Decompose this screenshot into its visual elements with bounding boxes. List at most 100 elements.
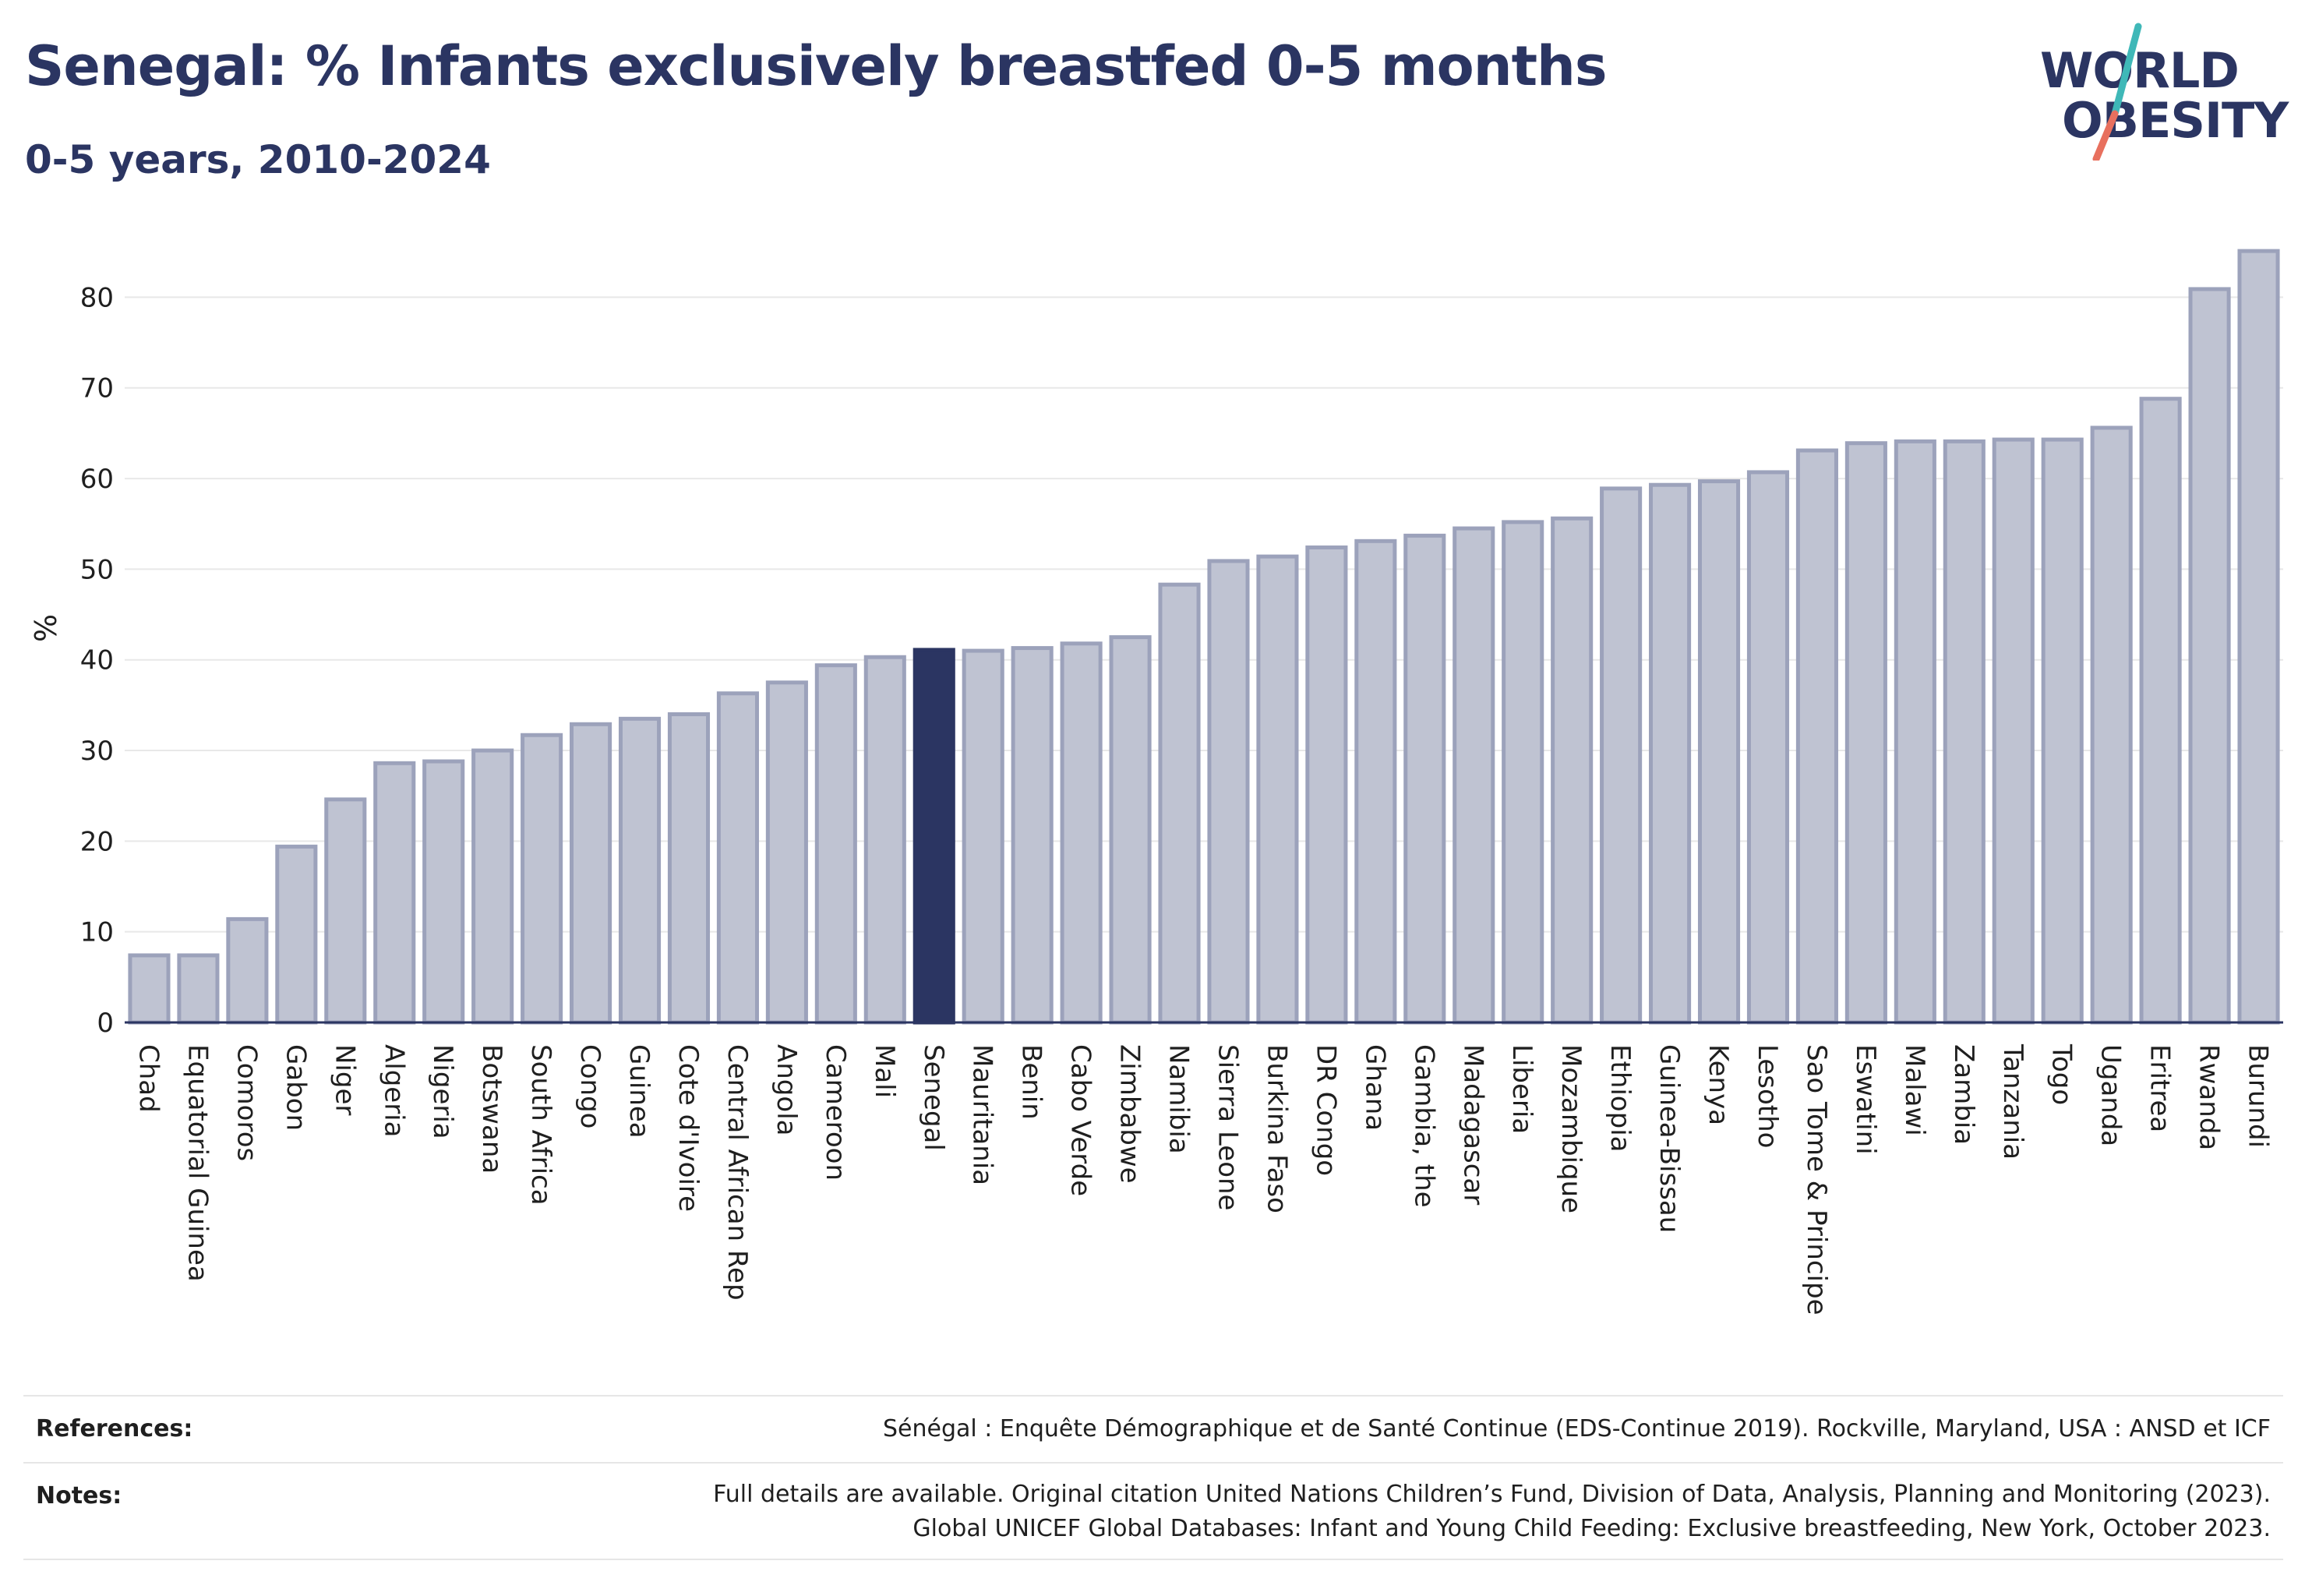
- x-category-label: Togo: [2046, 1043, 2077, 1105]
- bar: [1551, 516, 1594, 1025]
- y-tick-label: 30: [80, 736, 114, 767]
- bar: [716, 691, 759, 1025]
- notes-line-1: Full details are available. Original cit…: [713, 1481, 2271, 1508]
- x-category-label: Chad: [132, 1044, 164, 1113]
- bar: [2139, 397, 2182, 1025]
- bar: [814, 663, 857, 1025]
- bar: [570, 722, 612, 1025]
- bar: [1992, 437, 2035, 1025]
- notes-line-2: Global UNICEF Global Databases: Infant a…: [912, 1515, 2271, 1542]
- y-tick-label: 10: [80, 917, 114, 948]
- bar: [2090, 425, 2133, 1025]
- bar: [1305, 545, 1348, 1025]
- bar: [1746, 470, 1790, 1025]
- bar: [1943, 439, 1986, 1025]
- bar: [765, 680, 808, 1025]
- x-category-label: Tanzania: [1997, 1043, 2028, 1160]
- bar: [1011, 646, 1054, 1025]
- x-category-label: Ghana: [1359, 1044, 1390, 1131]
- bar: [1795, 448, 1838, 1025]
- bar: [471, 748, 514, 1025]
- logo-slash-icon: [2092, 23, 2142, 161]
- x-category-label: Mauritania: [967, 1044, 998, 1185]
- x-category-label: Eswatini: [1850, 1044, 1881, 1155]
- x-category-label: Nigeria: [427, 1044, 458, 1139]
- x-category-label: Zimbabwe: [1114, 1044, 1145, 1184]
- x-category-label: DR Congo: [1310, 1044, 1341, 1176]
- x-category-label: Benin: [1016, 1044, 1047, 1120]
- bar: [1600, 486, 1643, 1025]
- logo-line-2: OBESITY: [2062, 92, 2289, 149]
- x-category-label: Liberia: [1506, 1044, 1537, 1134]
- bar: [1109, 635, 1152, 1025]
- bar: [1060, 641, 1103, 1025]
- bar: [2188, 287, 2231, 1025]
- x-category-label: Sierra Leone: [1212, 1044, 1243, 1210]
- x-category-label: Senegal: [918, 1044, 949, 1151]
- x-category-label: Cote d'Ivoire: [672, 1044, 704, 1212]
- bars: [128, 249, 2280, 1025]
- bar: [1453, 526, 1495, 1025]
- x-category-label: Uganda: [2095, 1044, 2127, 1146]
- bar: [422, 759, 465, 1025]
- x-category-label: Comoros: [231, 1044, 262, 1161]
- x-category-label: Cameroon: [820, 1044, 851, 1181]
- x-category-label: Madagascar: [1457, 1044, 1488, 1205]
- bar: [1502, 520, 1544, 1025]
- y-axis-ticks: 0 10 20 30 40 50 60 70 80: [80, 282, 114, 1039]
- bar: [373, 761, 416, 1025]
- y-tick-label: 70: [80, 373, 114, 404]
- x-category-label: Burkina Faso: [1261, 1044, 1292, 1213]
- bar: [863, 655, 906, 1025]
- bar: [618, 716, 662, 1025]
- references-label: References:: [36, 1415, 193, 1442]
- bar: [1256, 554, 1299, 1025]
- bar: [1354, 538, 1397, 1025]
- notes-text: Full details are available. Original cit…: [713, 1478, 2271, 1546]
- bar: [1207, 559, 1250, 1025]
- bar: [1158, 582, 1201, 1025]
- y-tick-label: 50: [80, 554, 114, 585]
- y-tick-label: 60: [80, 464, 114, 495]
- bar: [324, 797, 367, 1025]
- bar: [1403, 533, 1446, 1025]
- x-category-label: Niger: [329, 1044, 360, 1115]
- x-category-label: Cabo Verde: [1065, 1044, 1096, 1196]
- x-category-label: Guinea: [623, 1044, 655, 1139]
- chart-subtitle: 0-5 years, 2010-2024: [25, 137, 491, 182]
- x-category-label: Guinea-Bissau: [1654, 1044, 1685, 1233]
- y-tick-label: 20: [80, 826, 114, 857]
- x-category-label: Angola: [771, 1044, 802, 1135]
- x-category-label: Mali: [869, 1044, 900, 1098]
- references-row: References: Sénégal : Enquête Démographi…: [23, 1396, 2283, 1464]
- x-category-label: Equatorial Guinea: [182, 1044, 213, 1282]
- x-category-label: Congo: [574, 1044, 605, 1128]
- x-category-label: Rwanda: [2194, 1044, 2225, 1150]
- bar: [2041, 437, 2084, 1025]
- x-category-label: Lesotho: [1752, 1044, 1783, 1148]
- x-category-label: Kenya: [1703, 1044, 1734, 1125]
- bar: [962, 648, 1004, 1025]
- bar: [667, 712, 711, 1025]
- category-labels: Chad Equatorial Guinea Comoros Gabon Niger Al…: [132, 1043, 2273, 1315]
- x-category-label: Algeria: [378, 1044, 409, 1137]
- x-category-label: Gabon: [280, 1044, 311, 1131]
- x-category-label: Malawi: [1899, 1044, 1930, 1136]
- y-tick-label: 40: [80, 645, 114, 676]
- logo-line-1: WORLD: [2040, 42, 2240, 99]
- bar: [226, 916, 269, 1025]
- bar: [521, 733, 563, 1025]
- world-obesity-logo: WORLD OBESITY: [2034, 20, 2291, 161]
- x-category-label: Sao Tome & Principe: [1801, 1044, 1832, 1315]
- x-category-label: Central African Rep: [722, 1044, 753, 1301]
- y-axis-title: %: [29, 614, 63, 642]
- x-category-label: Burundi: [2243, 1044, 2274, 1148]
- bar: [128, 953, 171, 1025]
- y-tick-label: 0: [97, 1008, 114, 1039]
- notes-row: Notes: Full details are available. Origi…: [23, 1464, 2283, 1560]
- x-category-label: South Africa: [525, 1044, 556, 1206]
- x-category-label: Gambia, the: [1408, 1044, 1439, 1208]
- bar: [275, 844, 318, 1025]
- chart-footer: References: Sénégal : Enquête Démographi…: [23, 1395, 2283, 1560]
